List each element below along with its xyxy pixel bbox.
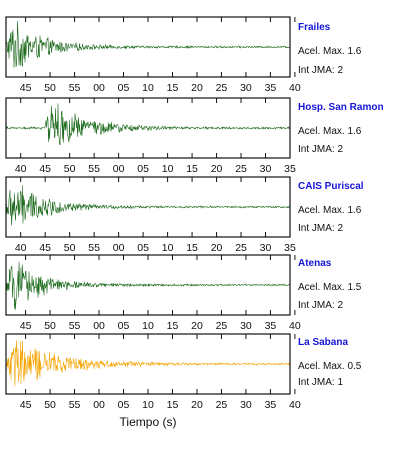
tick-label-la-sabana-6: 15	[167, 399, 179, 411]
tick-label-hosp-san-ramon-5: 05	[137, 163, 149, 175]
tick-label-frailes-8: 25	[216, 82, 228, 94]
tick-label-atenas-10: 35	[265, 320, 277, 332]
accel-max-hosp-san-ramon: Acel. Max. 1.6	[298, 126, 362, 137]
waveform-atenas	[6, 261, 290, 310]
tick-label-la-sabana-10: 35	[265, 399, 277, 411]
tick-label-atenas-0: 45	[20, 320, 32, 332]
tick-label-hosp-san-ramon-1: 45	[39, 163, 51, 175]
tick-label-hosp-san-ramon-6: 10	[162, 163, 174, 175]
tick-label-la-sabana-8: 25	[216, 399, 228, 411]
station-name-hosp-san-ramon: Hosp. San Ramon	[298, 102, 384, 113]
tick-label-la-sabana-1: 50	[44, 399, 56, 411]
tick-label-la-sabana-4: 05	[118, 399, 130, 411]
tick-label-cais-puriscal-10: 30	[260, 242, 272, 254]
tick-label-atenas-8: 25	[216, 320, 228, 332]
tick-label-atenas-2: 55	[69, 320, 81, 332]
int-jma-cais-puriscal: Int JMA: 2	[298, 223, 344, 234]
tick-label-frailes-6: 15	[167, 82, 179, 94]
int-jma-atenas: Int JMA: 2	[298, 300, 344, 311]
station-name-atenas: Atenas	[298, 258, 332, 269]
accel-max-la-sabana: Acel. Max. 0.5	[298, 361, 362, 372]
tick-label-frailes-4: 05	[118, 82, 130, 94]
tick-label-hosp-san-ramon-3: 55	[88, 163, 100, 175]
tick-label-frailes-9: 30	[240, 82, 252, 94]
tick-label-hosp-san-ramon-8: 20	[211, 163, 223, 175]
tick-label-frailes-7: 20	[191, 82, 203, 94]
int-jma-frailes: Int JMA: 2	[298, 65, 344, 76]
tick-label-la-sabana-2: 55	[69, 399, 81, 411]
x-axis-label: Tiempo (s)	[119, 415, 177, 429]
tick-label-frailes-5: 10	[142, 82, 154, 94]
tick-label-la-sabana-5: 10	[142, 399, 154, 411]
panel-cais-puriscal: 40 45 50 55 00 05 10 15 20 25 30 35	[5, 176, 296, 254]
panel-hosp-san-ramon: 40 45 50 55 00 05 10 15 20 25 30 35	[5, 97, 296, 175]
tick-label-frailes-0: 45	[20, 82, 32, 94]
tick-label-atenas-3: 00	[93, 320, 105, 332]
tick-label-la-sabana-9: 30	[240, 399, 252, 411]
tick-label-cais-puriscal-0: 40	[15, 242, 27, 254]
tick-label-atenas-9: 30	[240, 320, 252, 332]
tick-label-hosp-san-ramon-9: 25	[235, 163, 247, 175]
tick-label-hosp-san-ramon-2: 50	[64, 163, 76, 175]
tick-label-frailes-1: 50	[44, 82, 56, 94]
int-jma-hosp-san-ramon: Int JMA: 2	[298, 144, 344, 155]
tick-label-cais-puriscal-4: 00	[113, 242, 125, 254]
panel-frame-hosp-san-ramon	[5, 97, 291, 159]
accel-max-frailes: Acel. Max. 1.6	[298, 46, 362, 57]
panel-atenas: 45 50 55 00 05 10 15 20 25 30 35 40	[5, 254, 301, 332]
tick-label-cais-puriscal-6: 10	[162, 242, 174, 254]
tick-label-atenas-7: 20	[191, 320, 203, 332]
tick-label-cais-puriscal-5: 05	[137, 242, 149, 254]
tick-label-la-sabana-3: 00	[93, 399, 105, 411]
tick-label-cais-puriscal-1: 45	[39, 242, 51, 254]
station-name-cais-puriscal: CAIS Puriscal	[298, 181, 364, 192]
tick-label-frailes-11: 40	[289, 82, 301, 94]
tick-label-frailes-3: 00	[93, 82, 105, 94]
panel-frailes: 45 50 55 00 05 10 15 20 25 30 35 40	[5, 16, 301, 94]
int-jma-la-sabana: Int JMA: 1	[298, 377, 344, 388]
tick-label-cais-puriscal-9: 25	[235, 242, 247, 254]
tick-label-cais-puriscal-3: 55	[88, 242, 100, 254]
tick-label-hosp-san-ramon-10: 30	[260, 163, 272, 175]
waveform-la-sabana	[6, 340, 290, 387]
tick-label-atenas-4: 05	[118, 320, 130, 332]
tick-label-cais-puriscal-11: 35	[284, 242, 296, 254]
tick-label-frailes-2: 55	[69, 82, 81, 94]
tick-label-la-sabana-0: 45	[20, 399, 32, 411]
panel-frame-cais-puriscal	[5, 176, 291, 238]
tick-label-cais-puriscal-8: 20	[211, 242, 223, 254]
accel-max-atenas: Acel. Max. 1.5	[298, 282, 362, 293]
tick-label-hosp-san-ramon-11: 35	[284, 163, 296, 175]
tick-label-la-sabana-11: 40	[289, 399, 301, 411]
tick-label-atenas-6: 15	[167, 320, 179, 332]
waveform-frailes	[6, 21, 290, 68]
station-name-la-sabana: La Sabana	[298, 337, 349, 348]
tick-label-la-sabana-7: 20	[191, 399, 203, 411]
station-name-frailes: Frailes	[298, 22, 331, 33]
accel-max-cais-puriscal: Acel. Max. 1.6	[298, 205, 362, 216]
tick-label-hosp-san-ramon-0: 40	[15, 163, 27, 175]
waveform-hosp-san-ramon	[6, 103, 290, 146]
tick-label-hosp-san-ramon-4: 00	[113, 163, 125, 175]
tick-label-cais-puriscal-7: 15	[186, 242, 198, 254]
tick-label-atenas-11: 40	[289, 320, 301, 332]
tick-label-cais-puriscal-2: 50	[64, 242, 76, 254]
waveform-cais-puriscal	[6, 185, 290, 226]
tick-label-atenas-5: 10	[142, 320, 154, 332]
panel-la-sabana: 45 50 55 00 05 10 15 20 25 30 35 40	[5, 333, 301, 411]
tick-label-frailes-10: 35	[265, 82, 277, 94]
tick-label-atenas-1: 50	[44, 320, 56, 332]
tick-label-hosp-san-ramon-7: 15	[186, 163, 198, 175]
